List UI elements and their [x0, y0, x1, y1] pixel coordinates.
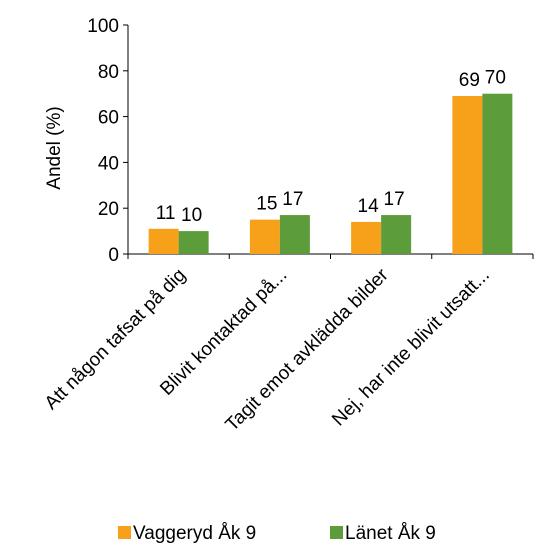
data-label: 70 [485, 68, 506, 89]
legend-label: Länet Åk 9 [345, 523, 436, 544]
y-tick-label: 20 [98, 199, 119, 220]
data-label: 11 [156, 203, 176, 224]
data-label: 14 [358, 196, 380, 217]
y-axis-title-group: Andel (%) [44, 106, 65, 189]
data-label: 17 [282, 189, 303, 210]
bar [452, 95, 483, 255]
y-axis-ticks: 0 20 40 60 80 100 [87, 16, 128, 266]
bar [381, 215, 412, 254]
data-label: 15 [256, 194, 277, 215]
y-tick-label: 100 [87, 16, 119, 37]
y-tick-label: 40 [98, 153, 119, 174]
bar [249, 219, 280, 254]
bar [482, 93, 513, 254]
bar [148, 228, 179, 254]
bars [148, 93, 513, 255]
category-label: Tagit emot avklädda bilder [222, 264, 393, 435]
y-tick-label: 0 [108, 245, 119, 266]
y-tick-label: 80 [98, 62, 119, 83]
data-label: 10 [181, 205, 202, 226]
legend: Vaggeryd Åk 9 Länet Åk 9 [118, 523, 436, 544]
legend-swatch [330, 526, 343, 539]
legend-swatch [118, 526, 131, 539]
bar [279, 215, 310, 254]
data-label: 17 [384, 189, 405, 210]
legend-label: Vaggeryd Åk 9 [133, 523, 256, 544]
data-label: 69 [459, 70, 480, 91]
bar [178, 231, 209, 254]
y-tick-label: 60 [98, 108, 119, 129]
bar [351, 221, 382, 254]
y-axis-title: Andel (%) [44, 106, 65, 189]
